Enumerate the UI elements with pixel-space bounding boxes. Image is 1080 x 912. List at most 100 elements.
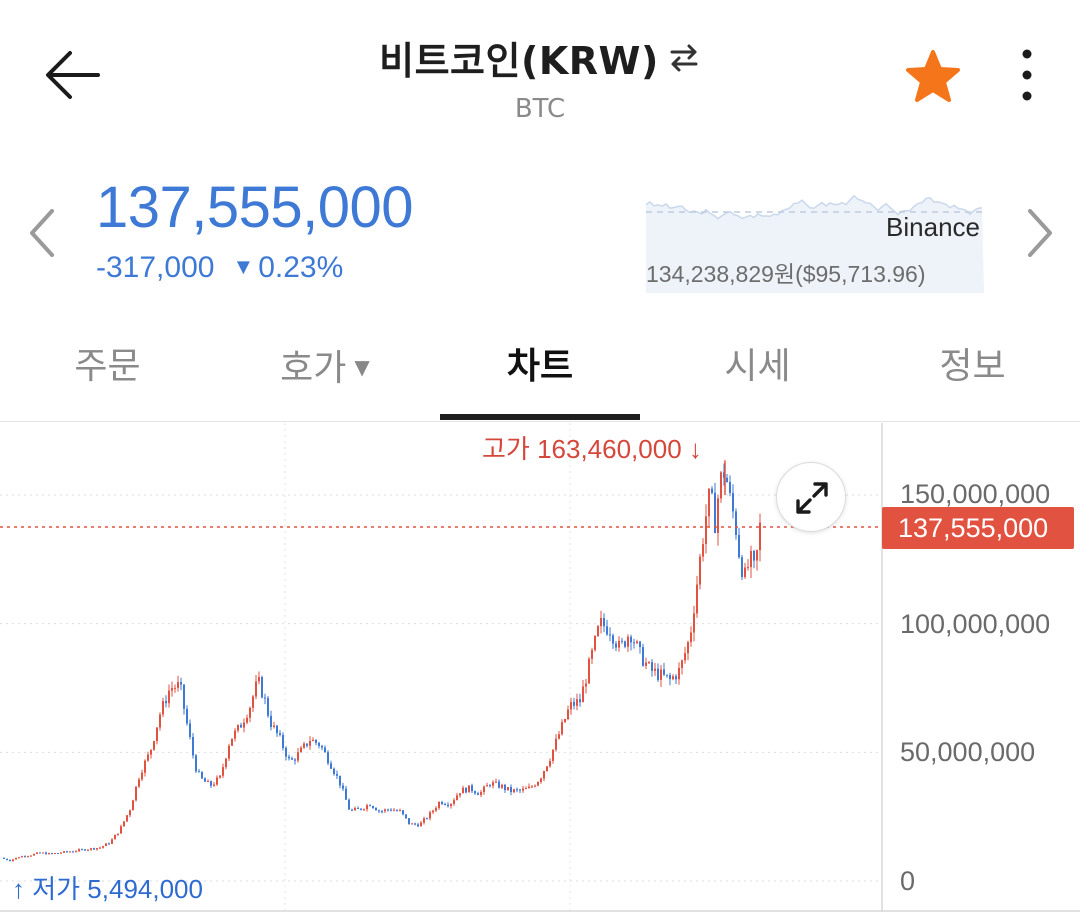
candle [612,633,614,649]
tab-market[interactable]: 시세 [690,330,825,418]
coin-symbol: BTC [514,94,566,124]
candle [750,545,752,579]
candle [369,804,371,807]
candle [306,743,308,748]
candle [117,833,119,836]
candle [120,824,122,834]
candle [240,722,242,728]
candle [156,727,158,745]
candlestick-chart[interactable] [0,423,1080,912]
candle [429,810,431,821]
candle [183,684,185,715]
swap-arrows-icon[interactable] [667,41,701,75]
candle [669,672,671,686]
candle [375,807,377,811]
previous-coin-button[interactable] [22,205,62,261]
candle [540,777,542,784]
candle [726,473,728,483]
candle [387,808,389,812]
candle [264,693,266,705]
candle [735,508,737,540]
next-coin-button[interactable] [1020,205,1060,261]
candle [747,559,749,571]
candle [255,675,257,700]
candle [549,758,551,768]
tab-chart[interactable]: 차트 [440,330,640,418]
candle [213,781,215,787]
candle [15,857,17,860]
fullscreen-button[interactable] [776,462,846,532]
more-menu-button[interactable] [1010,44,1044,108]
candle [324,745,326,753]
candle [534,784,536,788]
candle [204,777,206,782]
candle [720,471,722,503]
candle [177,675,179,692]
candle [144,759,146,777]
top-bar: 비트코인(KRW) BTC [0,0,1080,150]
candle [357,806,359,810]
candle [84,848,86,851]
candle [189,719,191,740]
candle [477,791,479,796]
favorite-button[interactable] [902,46,964,108]
candle [141,769,143,782]
candle [597,624,599,638]
high-price-text: 고가 163,460,000 [482,434,682,464]
price-chart[interactable]: 고가 163,460,000 ↓ ↑ 저가 5,494,000 150,000,… [0,423,1080,912]
candle [243,718,245,733]
low-price-label: ↑ 저가 5,494,000 [12,869,203,906]
candle [507,787,509,791]
reference-price-widget[interactable]: Binance 134,238,829원($95,713.96) [646,168,986,293]
candle [561,719,563,736]
tab-orderbook[interactable]: 호가 ▼ [255,330,395,418]
y-tick-50m: 50,000,000 [900,737,1036,767]
candle [516,787,518,793]
candle [147,751,149,762]
tab-order[interactable]: 주문 [40,330,175,418]
candle [687,640,689,661]
candle [87,849,89,852]
candle [276,724,278,737]
candle [45,851,47,855]
candle [198,768,200,773]
candle [393,808,395,812]
tab-chart-label: 차트 [506,346,574,387]
candle [744,562,746,579]
expand-icon [796,482,828,514]
candle [345,786,347,800]
candle [3,857,5,859]
candle [705,504,707,554]
candle [426,817,428,820]
candle [471,783,473,794]
candle [537,781,539,787]
candle [330,760,332,770]
candle [468,785,470,793]
candle [498,779,500,789]
candle [48,852,50,855]
candle [738,527,740,559]
candle [432,809,434,815]
candle [588,656,590,684]
candle [339,775,341,789]
price-change: -317,000 ▼ 0.23% [96,251,343,285]
candle [171,681,173,697]
candle [51,852,53,855]
candle [711,486,713,495]
candle [453,798,455,806]
current-price: 137,555,000 [96,175,414,240]
candle [759,513,761,562]
page-title: 비트코인(KRW) [379,39,659,83]
candle [444,802,446,806]
candle [57,852,59,855]
tab-info[interactable]: 정보 [905,330,1040,418]
back-button[interactable] [40,45,104,105]
candle [423,816,425,825]
candle [492,780,494,789]
candle [222,763,224,778]
candle [135,786,137,802]
candle [6,858,8,861]
candle [18,856,20,859]
title-row: 비트코인(KRW) [0,30,1080,85]
reference-exchange: Binance [886,212,980,242]
